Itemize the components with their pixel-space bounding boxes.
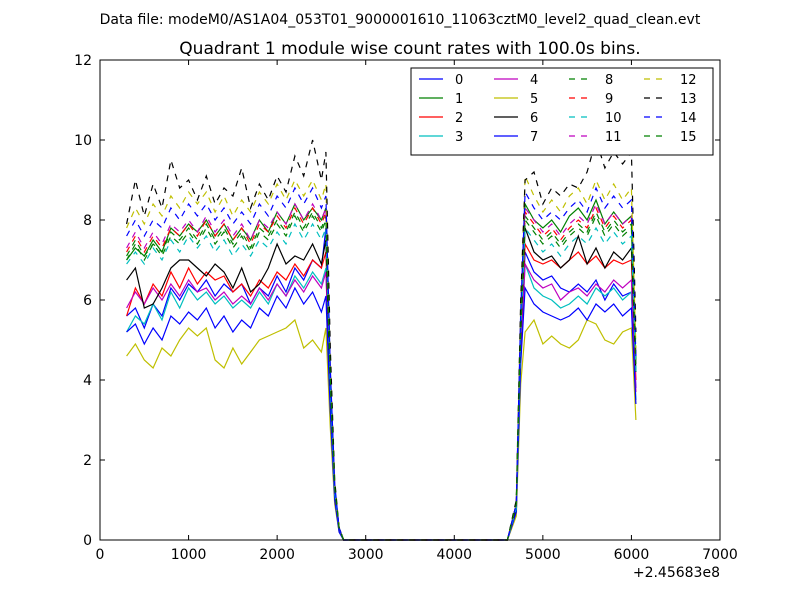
- chart-suptitle: Data file: modeM0/AS1A04_053T01_90000016…: [100, 12, 701, 28]
- legend-label-15: 15: [680, 130, 697, 145]
- x-tick-label: 2000: [259, 547, 295, 563]
- x-tick-label: 3000: [348, 547, 384, 563]
- x-tick-label: 0: [96, 547, 105, 563]
- series-line-14: [126, 186, 637, 541]
- chart-title: Quadrant 1 module wise count rates with …: [179, 39, 640, 59]
- legend-label-6: 6: [530, 111, 538, 126]
- series-line-4: [126, 261, 637, 541]
- legend-label-1: 1: [455, 92, 463, 107]
- legend-label-10: 10: [605, 111, 622, 126]
- legend-label-2: 2: [455, 111, 463, 126]
- legend-label-3: 3: [455, 130, 463, 145]
- y-tick-label: 10: [74, 133, 92, 149]
- legend-label-7: 7: [530, 130, 538, 145]
- series-line-0: [126, 227, 637, 541]
- plot-lines: [126, 137, 637, 541]
- x-tick-label: 1000: [171, 547, 207, 563]
- series-line-10: [126, 222, 637, 541]
- series-line-2: [126, 241, 637, 541]
- x-axis: 0 1000 2000 3000 4000 5000 6000 7000: [96, 60, 738, 563]
- y-tick-label: 4: [83, 373, 92, 389]
- x-tick-label: 5000: [525, 547, 561, 563]
- legend-box: [410, 67, 714, 156]
- y-tick-label: 0: [83, 533, 92, 549]
- legend-label-12: 12: [680, 73, 697, 88]
- legend-label-8: 8: [605, 73, 613, 88]
- y-tick-label: 8: [83, 213, 92, 229]
- legend-label-4: 4: [530, 73, 538, 88]
- series-line-3: [126, 263, 637, 541]
- series-line-9: [126, 206, 637, 541]
- series-line-15: [126, 214, 637, 541]
- legend-label-9: 9: [605, 92, 613, 107]
- x-tick-label: 6000: [614, 547, 650, 563]
- y-tick-label: 12: [74, 53, 92, 69]
- y-tick-label: 2: [83, 453, 92, 469]
- legend-label-13: 13: [680, 92, 697, 107]
- x-tick-label: 4000: [436, 547, 472, 563]
- legend-label-14: 14: [680, 111, 697, 126]
- x-offset-label: +2.45683e8: [633, 565, 720, 581]
- series-line-1: [126, 198, 637, 541]
- x-tick-label: 7000: [702, 547, 738, 563]
- legend-label-0: 0: [455, 73, 463, 88]
- series-line-5: [126, 318, 637, 541]
- series-line-7: [126, 285, 637, 541]
- series-line-13: [126, 137, 637, 541]
- series-line-6: [126, 227, 637, 541]
- legend-label-5: 5: [530, 92, 538, 107]
- legend-label-11: 11: [605, 130, 622, 145]
- series-line-8: [126, 210, 637, 541]
- series-line-12: [126, 175, 637, 541]
- y-tick-label: 6: [83, 293, 92, 309]
